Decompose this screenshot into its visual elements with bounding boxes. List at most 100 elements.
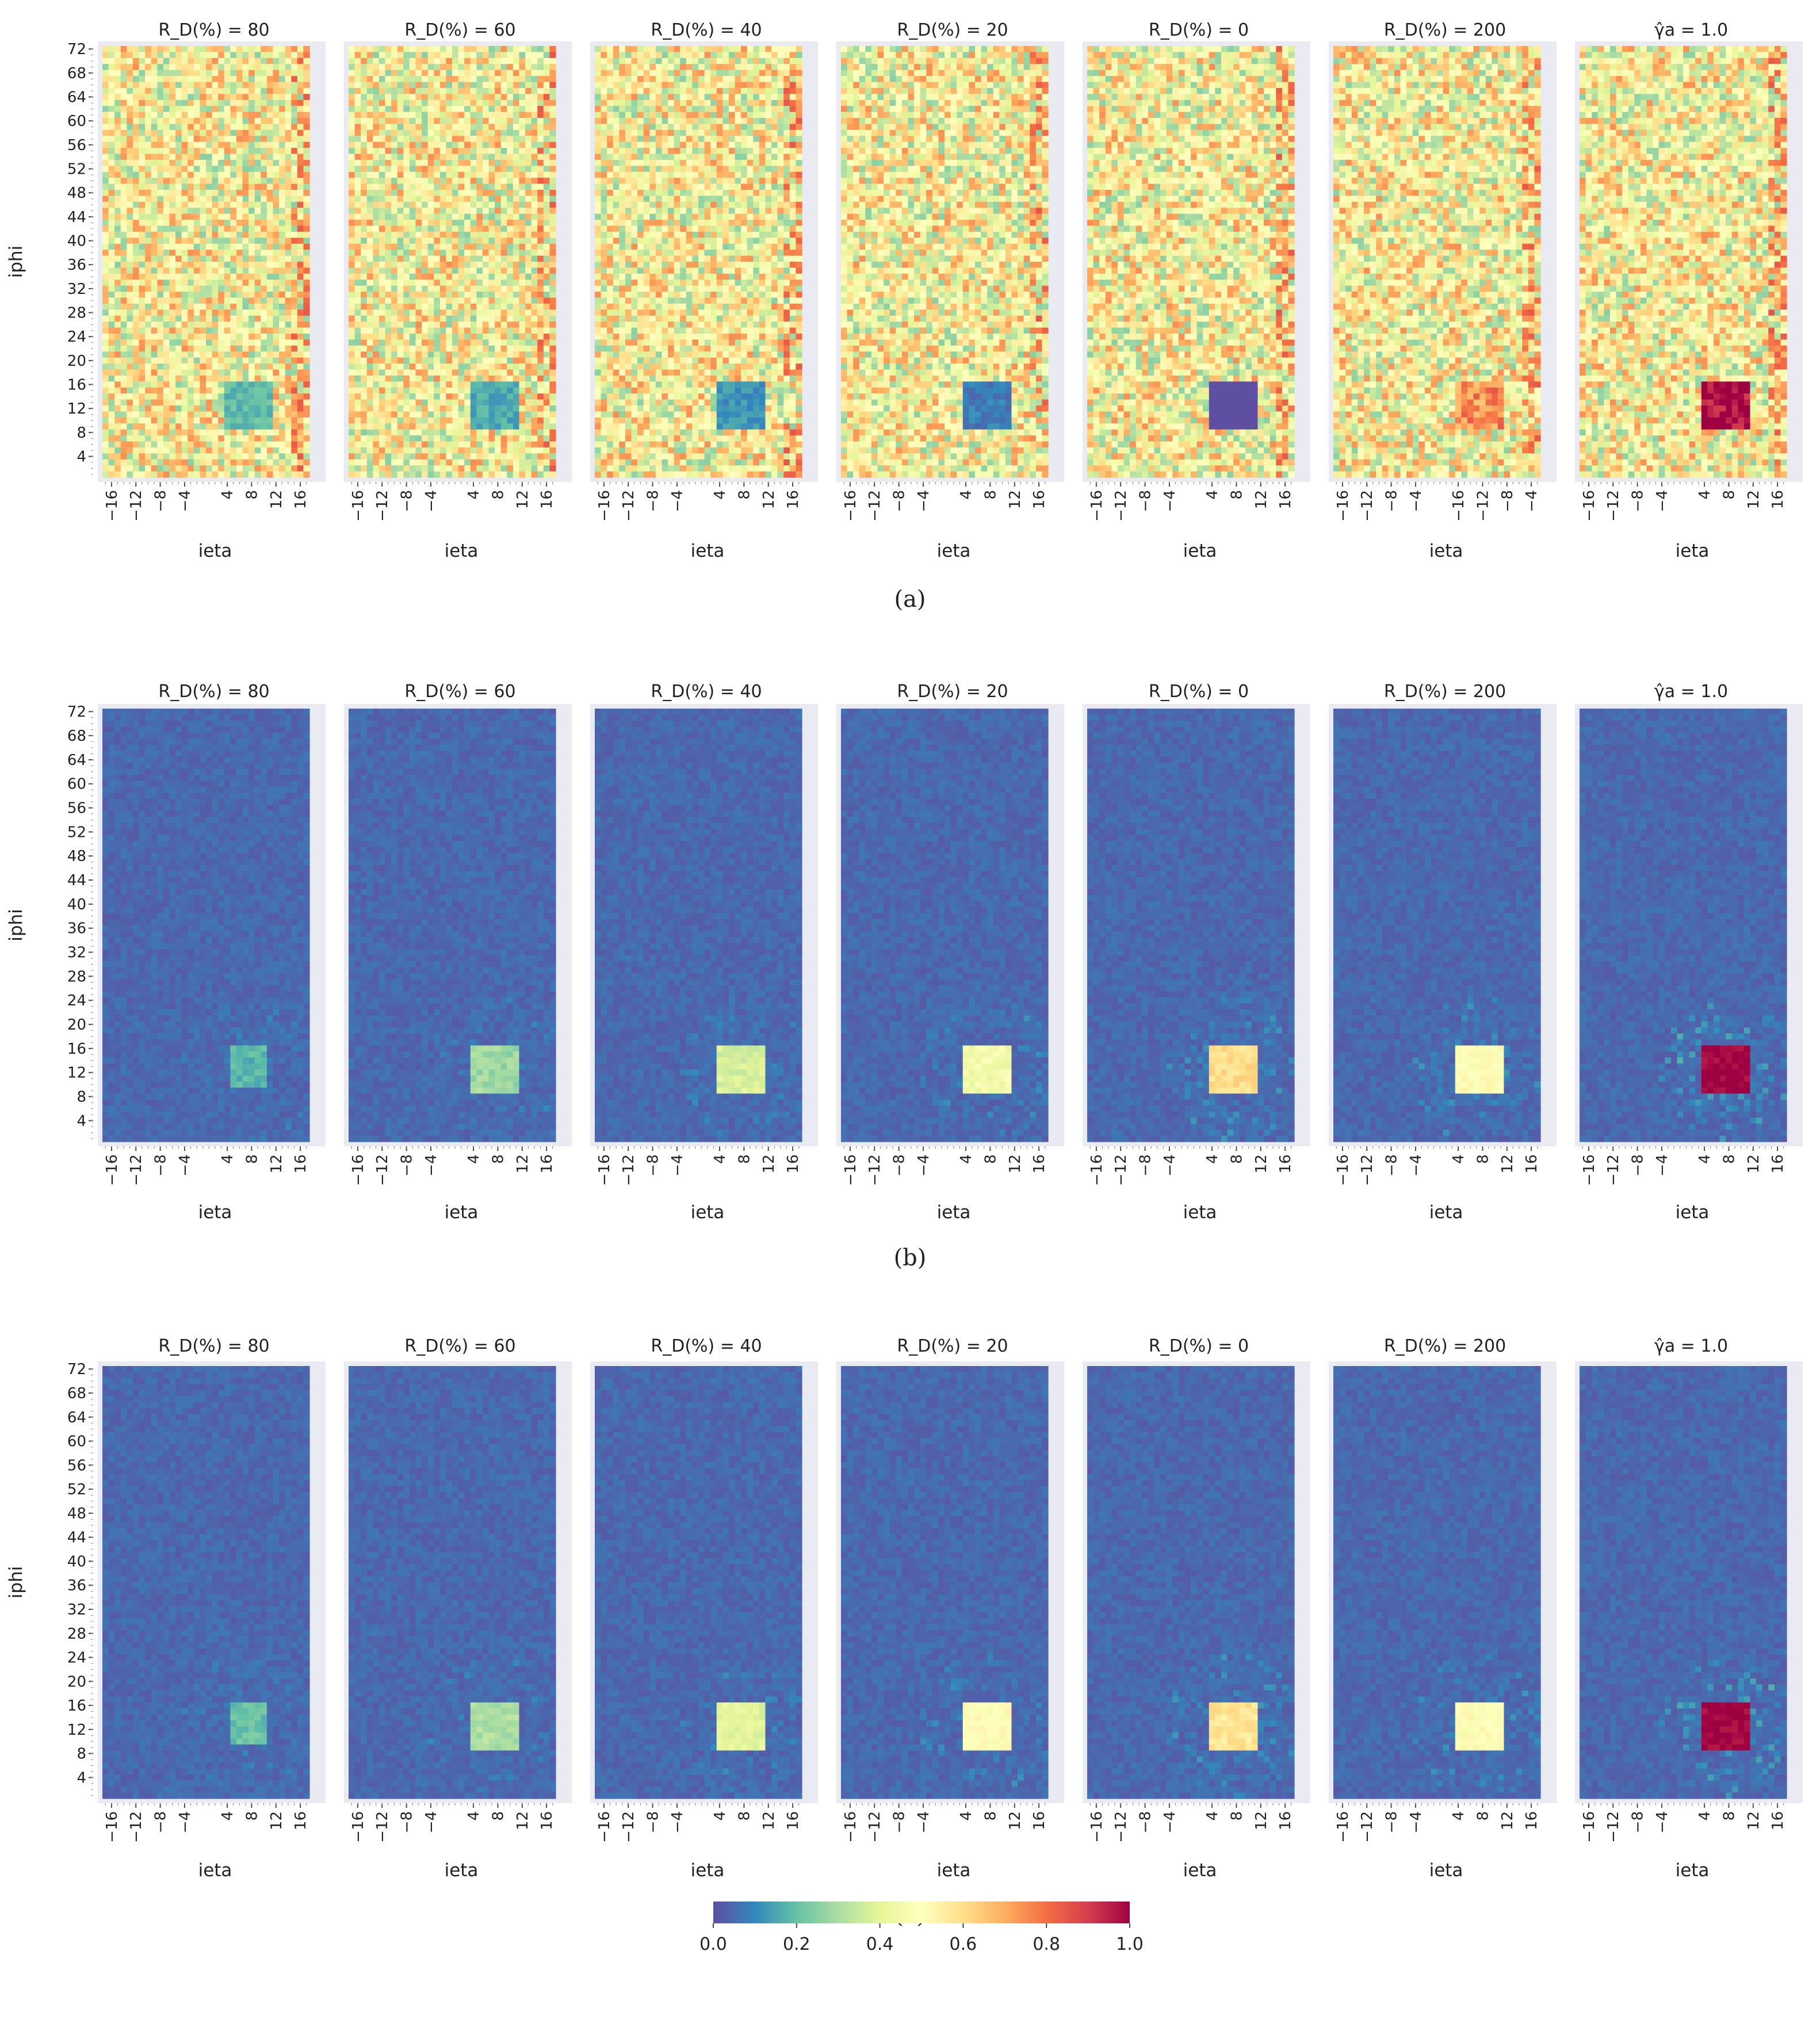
heatmap-cell xyxy=(303,256,309,262)
heatmap-cell xyxy=(243,358,249,364)
heatmap-cell xyxy=(291,322,297,328)
heatmap-cell xyxy=(212,52,219,58)
heatmap-cell xyxy=(175,298,182,304)
heatmap-cell xyxy=(157,100,163,106)
heatmap-cell xyxy=(248,346,255,352)
heatmap-cell xyxy=(109,304,115,310)
heatmap-cell xyxy=(200,184,206,190)
heatmap-cell xyxy=(261,388,267,394)
heatmap-cell xyxy=(188,405,194,412)
heatmap-cell xyxy=(133,94,139,100)
heatmap-cell xyxy=(285,100,292,106)
heatmap-cell xyxy=(169,351,175,358)
heatmap-cell xyxy=(139,70,146,76)
heatmap-cell xyxy=(109,226,115,232)
heatmap-cell xyxy=(303,190,309,196)
heatmap-cell xyxy=(224,64,231,70)
heatmap-cell xyxy=(139,364,146,370)
heatmap-cell xyxy=(243,172,249,178)
heatmap-cell xyxy=(163,154,170,160)
heatmap-cell xyxy=(109,376,115,382)
heatmap-cell xyxy=(121,196,127,202)
heatmap-cell xyxy=(157,292,163,298)
heatmap-cell xyxy=(139,214,146,220)
heatmap-cell xyxy=(133,364,139,370)
heatmap-cell xyxy=(218,358,224,364)
heatmap-cell xyxy=(303,106,309,112)
heatmap-cell xyxy=(169,220,175,226)
heatmap-cell xyxy=(261,267,267,274)
heatmap-cell xyxy=(273,178,279,184)
heatmap-cell xyxy=(297,316,304,322)
heatmap-cell xyxy=(261,309,267,316)
heatmap-cell xyxy=(182,64,188,70)
heatmap-cell xyxy=(133,370,139,376)
heatmap-cell xyxy=(248,124,255,130)
heatmap-cell xyxy=(188,274,194,280)
heatmap-cell xyxy=(236,106,243,112)
heatmap-cell xyxy=(279,232,285,238)
heatmap-cell xyxy=(157,76,163,82)
heatmap-cell xyxy=(243,184,249,190)
heatmap-cell xyxy=(157,274,163,280)
heatmap-cell xyxy=(109,388,115,394)
heatmap-cell xyxy=(200,154,206,160)
heatmap-cell xyxy=(297,256,304,262)
heatmap-cell xyxy=(102,94,109,100)
heatmap-cell xyxy=(194,220,200,226)
heatmap-cell xyxy=(200,267,206,274)
heatmap-cell xyxy=(169,381,175,388)
heatmap-cell xyxy=(236,400,243,406)
heatmap-cell xyxy=(279,316,285,322)
heatmap-cell xyxy=(218,364,224,370)
heatmap-cell xyxy=(279,52,285,58)
heatmap-cell xyxy=(206,106,212,112)
heatmap-cell xyxy=(157,346,163,352)
heatmap-cell xyxy=(182,250,188,256)
heatmap-cell xyxy=(151,400,158,406)
heatmap-cell xyxy=(114,339,121,346)
heatmap-cell xyxy=(157,238,163,244)
heatmap-cell xyxy=(133,298,139,304)
heatmap-cell xyxy=(200,381,206,388)
heatmap-cell xyxy=(133,309,139,316)
heatmap-cell xyxy=(255,118,261,124)
heatmap-cell xyxy=(291,339,297,346)
heatmap-cell xyxy=(127,214,133,220)
heatmap-cell xyxy=(114,267,121,274)
heatmap-cell xyxy=(182,304,188,310)
heatmap-cell xyxy=(273,328,279,334)
heatmap-cell xyxy=(218,202,224,208)
heatmap-cell xyxy=(230,214,236,220)
heatmap-cell xyxy=(224,370,231,376)
heatmap-cell xyxy=(248,388,255,394)
heatmap-cell xyxy=(303,178,309,184)
heatmap-cell xyxy=(285,244,292,250)
heatmap-cell xyxy=(206,400,212,406)
heatmap-cell xyxy=(127,136,133,142)
heatmap-cell xyxy=(188,148,194,154)
heatmap-cell xyxy=(200,124,206,130)
heatmap-cell xyxy=(212,142,219,148)
heatmap-cell xyxy=(200,214,206,220)
heatmap-cell xyxy=(188,160,194,166)
heatmap-cell xyxy=(139,136,146,142)
heatmap-cell xyxy=(163,142,170,148)
heatmap-cell xyxy=(200,142,206,148)
heatmap-cell xyxy=(139,154,146,160)
heatmap-cell xyxy=(121,52,127,58)
heatmap-cell xyxy=(255,274,261,280)
heatmap-cell xyxy=(194,292,200,298)
heatmap-cell xyxy=(188,309,194,316)
heatmap-cell xyxy=(279,178,285,184)
heatmap-cell xyxy=(157,196,163,202)
heatmap-cell xyxy=(182,405,188,412)
heatmap-cell xyxy=(218,226,224,232)
heatmap-cell xyxy=(291,346,297,352)
heatmap-cell xyxy=(157,154,163,160)
heatmap-cell xyxy=(169,346,175,352)
heatmap-cell xyxy=(109,136,115,142)
heatmap-cell xyxy=(139,244,146,250)
heatmap-cell xyxy=(261,244,267,250)
heatmap-cell xyxy=(175,106,182,112)
